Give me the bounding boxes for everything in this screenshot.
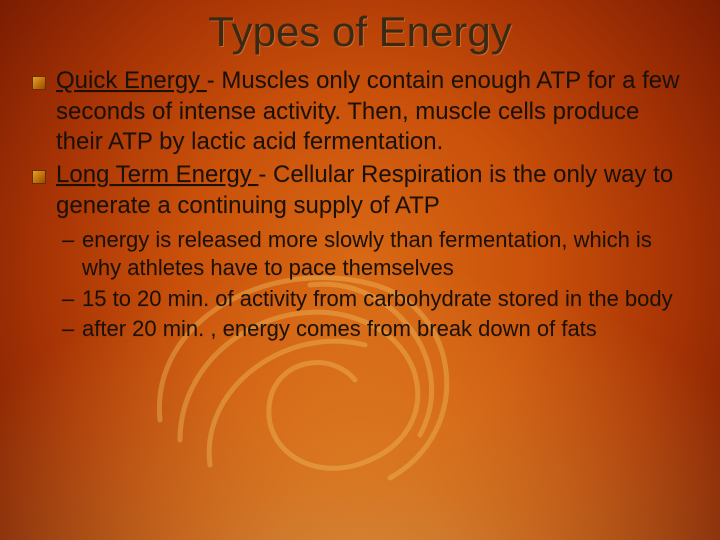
list-item: Long Term Energy - Cellular Respiration …	[56, 160, 692, 344]
slide-content: Types of Energy Quick Energy - Muscles o…	[0, 0, 720, 344]
bullet-lead: Quick Energy	[56, 67, 207, 94]
list-item: 15 to 20 min. of activity from carbohydr…	[82, 285, 692, 314]
bullet-lead: Long Term Energy	[56, 161, 258, 188]
list-item: after 20 min. , energy comes from break …	[82, 315, 692, 344]
slide-title: Types of Energy	[28, 8, 692, 56]
list-item: energy is released more slowly than ferm…	[82, 226, 692, 283]
list-item: Quick Energy - Muscles only contain enou…	[56, 66, 692, 158]
sub-bullet-list: energy is released more slowly than ferm…	[56, 226, 692, 344]
main-bullet-list: Quick Energy - Muscles only contain enou…	[28, 66, 692, 344]
